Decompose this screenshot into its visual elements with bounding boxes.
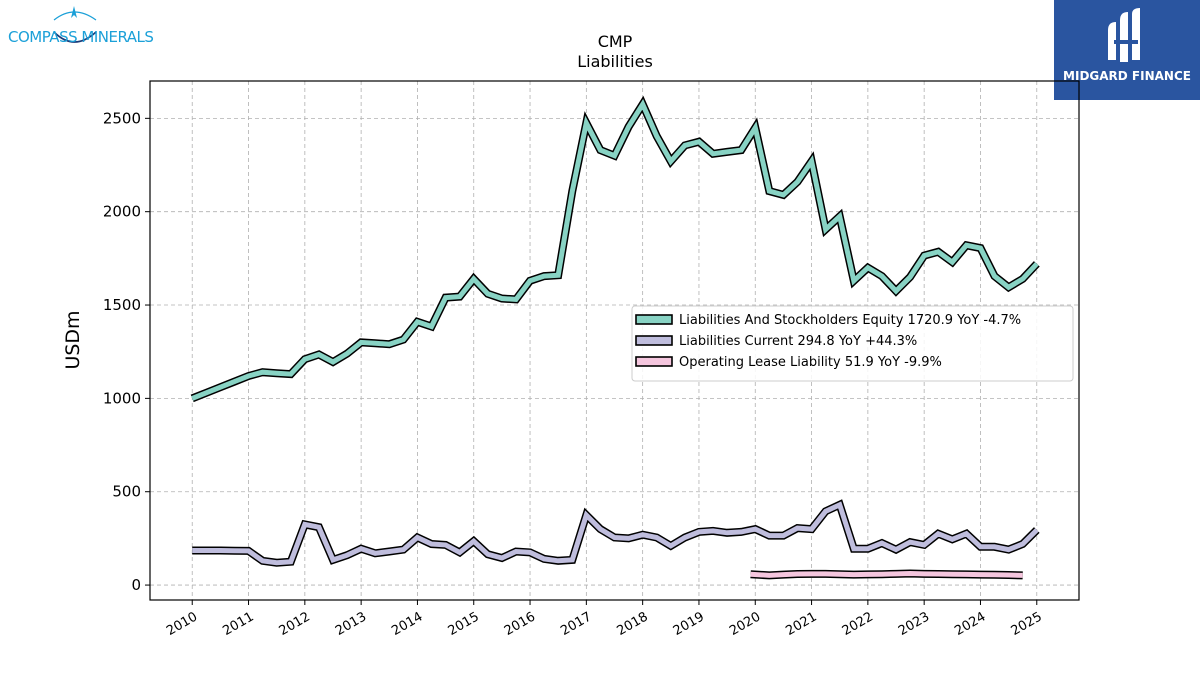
company-logo-text: COMPASS MINERALS [8, 28, 154, 46]
legend-swatch [635, 335, 673, 346]
x-tick-label: 2025 [1009, 609, 1045, 639]
legend-swatch [635, 356, 673, 367]
series-1-line [191, 98, 1039, 401]
x-tick-label: 2015 [446, 609, 482, 639]
x-tick-label: 2016 [502, 609, 538, 639]
legend-label: Liabilities And Stockholders Equity 1720… [679, 313, 1021, 328]
y-tick-label: 0 [131, 576, 141, 594]
company-logo: COMPASS MINERALS [4, 6, 154, 54]
series-lines [190, 95, 1040, 580]
chart-title: CMP [598, 32, 633, 51]
x-tick-label: 2019 [671, 609, 707, 639]
x-tick-label: 2020 [727, 609, 763, 639]
chart-subtitle: Liabilities [577, 52, 653, 71]
y-tick-label: 2500 [103, 109, 141, 127]
x-tick-label: 2021 [783, 609, 819, 639]
x-tick-label: 2012 [277, 609, 313, 639]
series-3-line [750, 570, 1023, 578]
legend: Liabilities And Stockholders Equity 1720… [631, 305, 1074, 382]
x-tick-label: 2024 [952, 609, 988, 639]
y-axis-label: USDm [62, 310, 84, 369]
x-tick-label: 2022 [840, 609, 876, 639]
midgard-emblem-icon [1108, 8, 1140, 62]
x-tick-label: 2018 [614, 609, 650, 639]
legend-label: Liabilities Current 294.8 YoY +44.3% [679, 334, 917, 349]
series-2-outline [192, 499, 1040, 567]
y-tick-label: 500 [112, 483, 141, 501]
legend-swatch [635, 314, 673, 325]
series-2-line [192, 501, 1039, 566]
partner-logo-text: MIDGARD FINANCE [1063, 69, 1191, 83]
x-tick-label: 2023 [896, 609, 932, 639]
x-tick-label: 2013 [333, 609, 369, 639]
plot-frame [149, 80, 1080, 601]
legend-box [631, 305, 1074, 382]
partner-logo: MIDGARD FINANCE [1054, 0, 1200, 100]
legend-label: Operating Lease Liability 51.9 YoY -9.9% [679, 355, 942, 370]
x-tick-label: 2014 [389, 609, 425, 639]
x-tick-label: 2017 [558, 609, 594, 639]
y-tick-label: 2000 [103, 203, 141, 221]
compass-star-icon [53, 6, 97, 43]
x-tick-label: 2011 [220, 609, 256, 639]
y-tick-label: 1500 [103, 296, 141, 314]
y-tick-label: 1000 [103, 389, 141, 407]
x-tick-label: 2010 [164, 609, 200, 639]
